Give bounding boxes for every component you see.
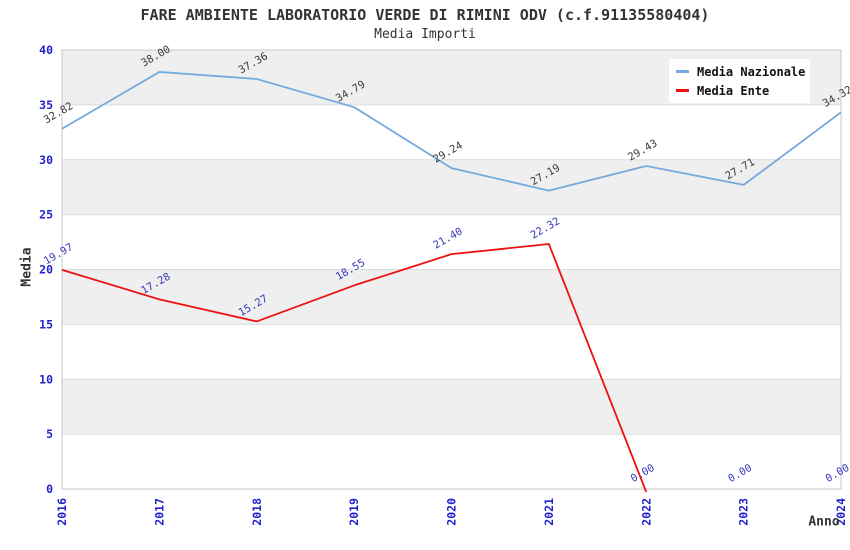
data-point-label: 21.40 [431,225,464,251]
y-tick-label: 40 [39,43,53,57]
y-tick-label: 20 [39,263,53,277]
y-tick-label: 10 [39,372,53,386]
chart-subtitle: Media Importi [374,27,476,42]
chart-title: FARE AMBIENTE LABORATORIO VERDE DI RIMIN… [140,6,710,24]
y-tick-label: 15 [39,317,53,331]
grid-band [62,379,841,435]
series-line-media-nazionale [61,71,842,192]
series-line-media-ente [61,243,648,493]
x-tick-label: 2023 [737,498,751,526]
data-point-label: 0.00 [824,462,850,485]
x-axis-title: Anno [808,514,840,530]
y-tick-label: 5 [46,427,53,441]
legend-item-media-ente: Media Ente [676,85,810,97]
legend-label: Media Nazionale [697,64,806,79]
x-tick-label: 2021 [542,498,556,526]
y-tick-label: 25 [39,208,53,222]
x-tick-label: 2017 [152,498,166,526]
x-tick-label: 2018 [250,498,264,526]
grid-band [62,269,841,325]
x-tick-label: 2020 [445,498,459,526]
plot-frame [61,49,842,490]
y-tick-label: 0 [46,482,53,496]
media-nazionale-line-swatch [676,70,689,73]
data-point-label: 22.32 [529,215,562,241]
x-tick-label: 2022 [639,498,653,526]
y-tick-label: 35 [39,98,53,112]
x-tick-label: 2019 [347,498,361,526]
data-point-label: 19.97 [42,241,75,267]
legend: Media Nazionale Media Ente [669,59,810,103]
legend-item-media-nazionale: Media Nazionale [676,66,810,78]
legend-label: Media Ente [697,83,770,98]
x-tick-label: 2024 [834,498,848,526]
x-tick-label: 2016 [55,498,69,526]
y-axis-title: Media [19,247,35,287]
data-point-label: 0.00 [726,462,754,485]
media-ente-line-swatch [676,89,689,92]
y-tick-label: 30 [39,153,53,167]
